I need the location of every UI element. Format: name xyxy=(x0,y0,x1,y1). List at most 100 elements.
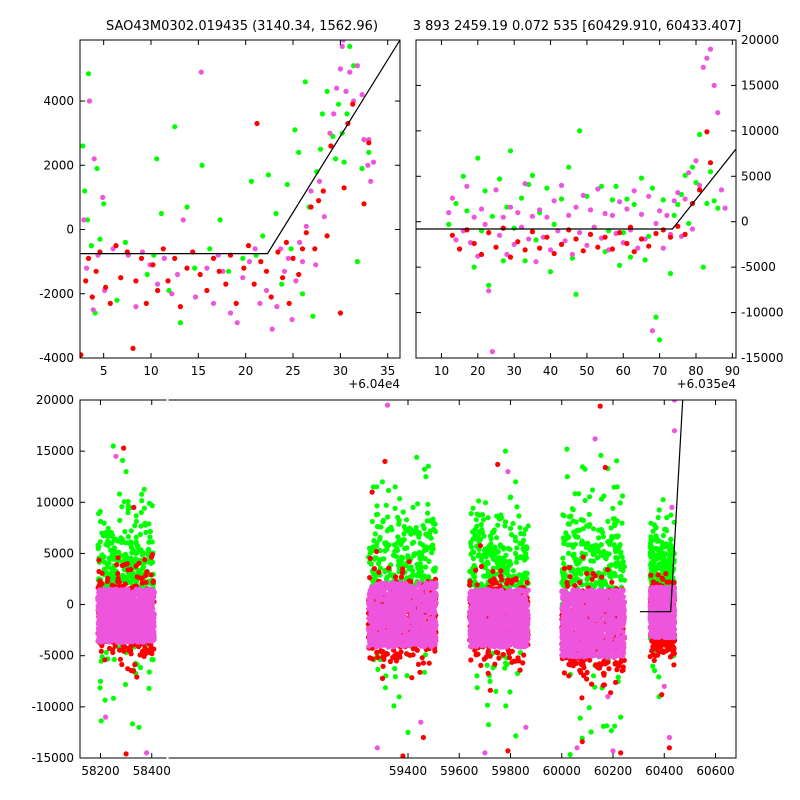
data-point-green xyxy=(507,689,513,695)
data-point-green xyxy=(653,545,659,552)
data-point-green xyxy=(401,531,407,537)
data-point-green xyxy=(498,544,504,550)
data-point-green xyxy=(475,553,481,559)
data-point-green xyxy=(603,581,609,587)
data-point-green xyxy=(403,517,410,523)
data-point-red xyxy=(324,233,330,239)
data-point-green xyxy=(460,173,466,179)
data-point-magenta xyxy=(653,220,659,227)
data-point-green xyxy=(577,559,583,565)
data-point-magenta xyxy=(493,187,499,193)
data-point-green xyxy=(518,580,524,586)
data-point-magenta xyxy=(361,137,367,143)
data-point-green xyxy=(558,196,565,202)
data-point-green xyxy=(500,258,506,264)
data-point-red xyxy=(663,640,669,646)
data-point-magenta xyxy=(337,66,343,72)
data-point-green xyxy=(615,674,621,680)
x-tick-label: 80 xyxy=(688,364,703,378)
data-point-green xyxy=(522,258,528,264)
data-point-green xyxy=(146,669,152,675)
data-point-red xyxy=(415,661,422,668)
data-point-green xyxy=(404,545,410,551)
data-point-green xyxy=(369,548,376,554)
data-point-red xyxy=(133,278,139,284)
data-point-red xyxy=(160,246,166,252)
data-point-red xyxy=(664,579,670,585)
data-point-green xyxy=(700,264,706,270)
data-point-green xyxy=(279,281,285,287)
data-point-magenta xyxy=(718,187,725,193)
data-point-red xyxy=(584,570,590,577)
data-point-green xyxy=(396,517,402,524)
data-point-green xyxy=(497,176,503,182)
data-point-red xyxy=(580,554,586,560)
data-point-green xyxy=(621,563,628,570)
data-point-green xyxy=(572,532,578,539)
data-point-green xyxy=(394,547,400,554)
data-point-green xyxy=(507,148,514,154)
data-point-red xyxy=(467,582,473,588)
data-point-green xyxy=(133,556,139,562)
data-point-green xyxy=(335,101,342,107)
data-point-red xyxy=(296,271,302,278)
data-point-green xyxy=(598,183,605,189)
data-point-green xyxy=(479,526,485,533)
data-point-green xyxy=(101,554,107,560)
data-point-green xyxy=(226,268,232,274)
data-point-green xyxy=(619,554,625,560)
data-point-green xyxy=(486,551,492,557)
data-point-magenta xyxy=(269,326,275,332)
y-tick-label: 4000 xyxy=(43,94,74,108)
data-point-green xyxy=(396,538,402,544)
data-point-magenta xyxy=(150,625,157,631)
data-point-green xyxy=(597,581,603,587)
data-point-red xyxy=(367,555,373,562)
data-point-green xyxy=(619,520,625,526)
data-point-green xyxy=(561,560,567,567)
data-point-green xyxy=(508,561,514,567)
data-point-magenta xyxy=(537,207,543,213)
data-point-green xyxy=(511,225,517,231)
data-point-green xyxy=(660,197,666,203)
data-point-red xyxy=(125,666,131,672)
data-point-green xyxy=(382,540,388,546)
data-point-red xyxy=(172,255,178,261)
data-point-red xyxy=(258,259,264,265)
x-tick-label: 70 xyxy=(652,364,667,378)
data-point-green xyxy=(480,517,487,523)
data-point-magenta xyxy=(289,316,295,323)
data-point-green xyxy=(125,498,131,505)
data-point-magenta xyxy=(471,214,477,220)
data-point-green xyxy=(578,571,584,577)
data-point-green xyxy=(347,43,353,50)
data-point-red xyxy=(80,352,84,358)
data-point-red xyxy=(216,268,222,274)
x-tick-label: 90 xyxy=(725,364,740,378)
data-point-green xyxy=(103,569,109,575)
data-point-green xyxy=(562,572,569,578)
data-point-magenta xyxy=(704,55,710,61)
data-point-green xyxy=(408,564,414,570)
data-point-magenta xyxy=(529,213,536,219)
data-point-green xyxy=(426,558,432,565)
data-point-red xyxy=(544,234,550,240)
x-offset-label: +6.035e4 xyxy=(677,377,736,391)
data-point-magenta xyxy=(316,178,323,184)
data-point-red xyxy=(529,229,536,235)
y-tick-label: -5000 xyxy=(741,260,776,274)
data-point-green xyxy=(618,577,624,583)
data-point-red xyxy=(117,656,123,662)
data-point-green xyxy=(103,649,109,656)
data-point-green xyxy=(366,559,373,565)
data-point-green xyxy=(82,188,88,194)
data-point-red xyxy=(513,658,519,664)
data-point-green xyxy=(646,233,652,239)
data-point-green xyxy=(663,528,670,534)
data-point-red xyxy=(96,557,102,563)
data-point-green xyxy=(378,524,384,530)
data-point-green xyxy=(478,557,484,563)
data-point-green xyxy=(415,565,421,571)
data-point-red xyxy=(595,244,601,250)
data-point-red xyxy=(378,648,384,654)
